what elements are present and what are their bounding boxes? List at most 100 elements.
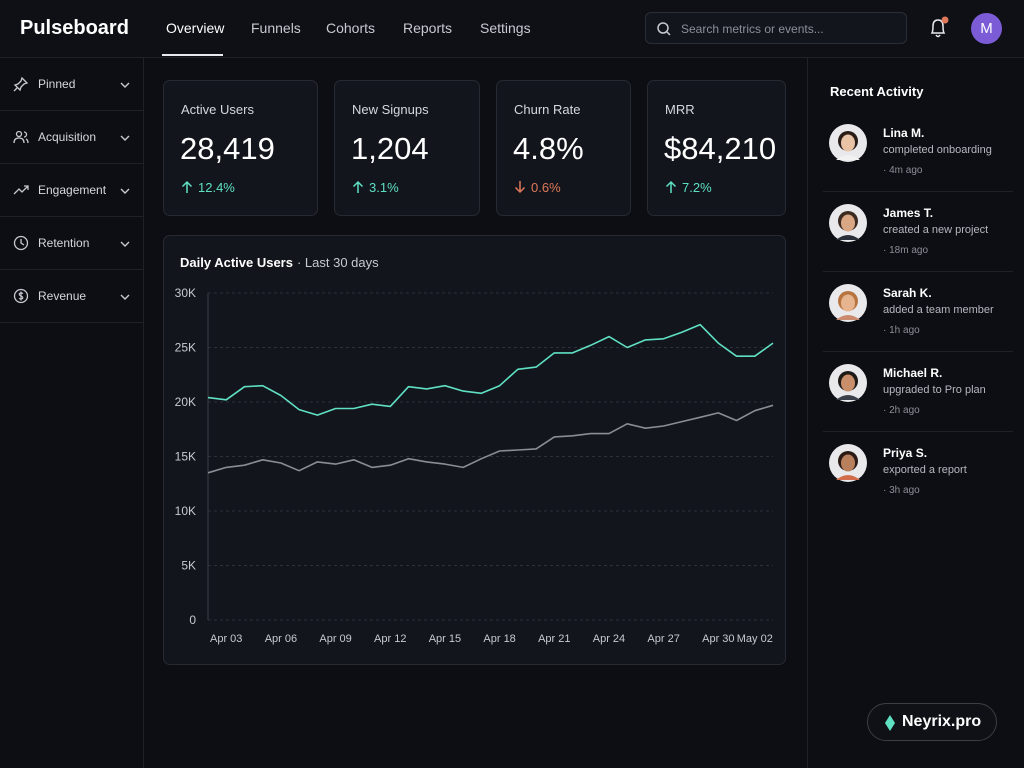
activity-separator bbox=[823, 351, 1013, 352]
chart: Daily Active Users · Last 30 days 0 5K 10K 15… bbox=[175, 255, 774, 645]
kpi-value: $84,210 bbox=[664, 131, 777, 166]
activity-avatar bbox=[829, 124, 867, 162]
nav-tab[interactable]: Funnels bbox=[251, 20, 301, 36]
trend-arrow bbox=[352, 180, 364, 193]
sidebar-label: Engagement bbox=[38, 183, 107, 197]
search-icon bbox=[657, 22, 671, 36]
series-line bbox=[207, 404, 774, 474]
chevron bbox=[120, 188, 130, 194]
activity-panel: Recent Activity Lina M. completed onboard… bbox=[807, 58, 1024, 768]
kpi-value: 28,419 bbox=[180, 131, 275, 166]
y-tick-label: 10K bbox=[175, 504, 196, 518]
chevron bbox=[120, 82, 130, 88]
x-tick-label: Apr 24 bbox=[593, 633, 625, 645]
sidebar: Pinned Acquisition Engagement Retention Reve… bbox=[0, 58, 144, 768]
sidebar-icon bbox=[13, 130, 29, 144]
nav-underline bbox=[162, 54, 223, 56]
nav-tab[interactable]: Overview bbox=[166, 20, 225, 36]
kpi-change: 3.1% bbox=[369, 180, 399, 195]
nav-tab[interactable]: Reports bbox=[403, 20, 453, 36]
kpi-label: Active Users bbox=[181, 102, 254, 117]
activity-time: · 18m ago bbox=[883, 245, 929, 256]
activity-time: · 4m ago bbox=[883, 165, 923, 176]
sidebar-item[interactable]: Revenue bbox=[0, 270, 143, 323]
nav-tab[interactable]: Settings bbox=[480, 20, 531, 36]
activity-name: James T. bbox=[883, 206, 934, 220]
activity-separator bbox=[823, 271, 1013, 272]
sidebar-icon bbox=[13, 288, 29, 304]
sidebar-label: Retention bbox=[38, 236, 90, 250]
activity-name: Michael R. bbox=[883, 366, 943, 380]
activity-title: Recent Activity bbox=[830, 84, 924, 99]
search-placeholder: Search metrics or events... bbox=[681, 22, 824, 36]
search-box[interactable]: Search metrics or events... bbox=[645, 12, 907, 44]
kpi-card: MRR $84,210 7.2% bbox=[647, 80, 786, 216]
activity-action: completed onboarding bbox=[883, 144, 992, 156]
chart-title-group: Daily Active Users · Last 30 days bbox=[180, 255, 379, 270]
kpi-label: MRR bbox=[665, 102, 695, 117]
sidebar-item[interactable]: Retention bbox=[0, 217, 143, 270]
x-tick-label: Apr 06 bbox=[265, 633, 297, 645]
activity-name: Priya S. bbox=[883, 446, 928, 460]
watermark-badge[interactable]: Neyrix.pro bbox=[867, 703, 997, 741]
kpi-change: 7.2% bbox=[682, 180, 712, 195]
sidebar-label: Acquisition bbox=[38, 130, 97, 144]
y-tick-label: 25K bbox=[175, 341, 196, 355]
x-tick-label: May 02 bbox=[737, 633, 773, 645]
activity-name: Lina M. bbox=[883, 126, 925, 140]
activity-avatar bbox=[829, 284, 867, 322]
sidebar-item[interactable]: Acquisition bbox=[0, 111, 143, 164]
x-tick-label: Apr 30 bbox=[702, 633, 734, 645]
sidebar-label: Pinned bbox=[38, 77, 76, 91]
chart-card: Daily Active Users · Last 30 days 0 5K 10K 15… bbox=[163, 235, 786, 665]
kpi-label: Churn Rate bbox=[514, 102, 581, 117]
kpi-card: Churn Rate 4.8% 0.6% bbox=[496, 80, 631, 216]
chevron bbox=[120, 294, 130, 300]
activity-action: added a team member bbox=[883, 304, 994, 316]
x-tick-label: Apr 12 bbox=[374, 633, 406, 645]
kpi-card: New Signups 1,204 3.1% bbox=[334, 80, 480, 216]
y-tick-label: 0 bbox=[189, 613, 196, 627]
chart-subtitle: · Last 30 days bbox=[297, 255, 379, 270]
x-tick-label: Apr 21 bbox=[538, 633, 570, 645]
kpi-value: 1,204 bbox=[351, 131, 429, 166]
logo[interactable]: Pulseboard bbox=[20, 17, 129, 39]
x-tick-label: Apr 18 bbox=[483, 633, 515, 645]
activity-action: created a new project bbox=[883, 224, 989, 236]
activity-separator bbox=[823, 191, 1013, 192]
badge-text: Neyrix.pro bbox=[902, 713, 982, 730]
x-tick-label: Apr 03 bbox=[210, 633, 242, 645]
activity-action: upgraded to Pro plan bbox=[883, 384, 986, 396]
kpi-change: 0.6% bbox=[531, 180, 561, 195]
y-tick-label: 20K bbox=[175, 395, 196, 409]
x-tick-label: Apr 09 bbox=[319, 633, 351, 645]
chart-title: Daily Active Users bbox=[180, 255, 293, 270]
activity-name: Sarah K. bbox=[883, 286, 932, 300]
notification-bell[interactable] bbox=[926, 14, 952, 42]
badge-icon bbox=[885, 715, 895, 731]
series-line bbox=[207, 323, 774, 416]
kpi-change: 12.4% bbox=[198, 180, 235, 195]
sidebar-item[interactable]: Engagement bbox=[0, 164, 143, 217]
activity-time: · 1h ago bbox=[883, 325, 920, 336]
y-tick-label: 15K bbox=[175, 450, 196, 464]
y-tick-label: 5K bbox=[181, 559, 196, 573]
sidebar-icon bbox=[13, 235, 29, 251]
activity-avatar bbox=[829, 364, 867, 402]
activity-time: · 2h ago bbox=[883, 405, 920, 416]
nav-tab[interactable]: Cohorts bbox=[326, 20, 376, 36]
trend-arrow bbox=[514, 181, 526, 194]
y-tick-label: 30K bbox=[175, 286, 196, 300]
user-avatar[interactable]: M bbox=[971, 13, 1002, 44]
kpi-value: 4.8% bbox=[513, 131, 584, 166]
activity-avatar bbox=[829, 444, 867, 482]
activity-avatar bbox=[829, 204, 867, 242]
top-bar: Pulseboard Search metrics or events... M… bbox=[0, 0, 1024, 58]
activity-time: · 3h ago bbox=[883, 485, 920, 496]
x-tick-label: Apr 27 bbox=[647, 633, 679, 645]
sidebar-icon bbox=[13, 76, 29, 92]
sidebar-item[interactable]: Pinned bbox=[0, 58, 143, 111]
activity-separator bbox=[823, 431, 1013, 432]
trend-arrow bbox=[181, 180, 193, 193]
